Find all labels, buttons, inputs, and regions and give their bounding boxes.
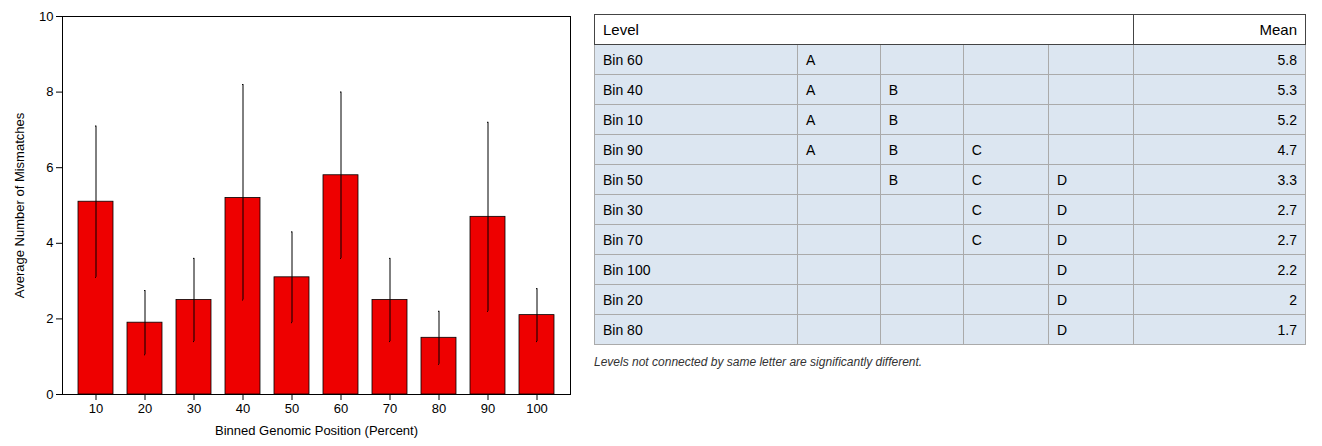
html-text:D: D	[1057, 261, 1068, 278]
html-text:C: C	[971, 201, 982, 218]
html-text:2.7: 2.7	[1277, 231, 1297, 248]
html-text:Bin 100: Bin 100	[603, 261, 651, 278]
html-text:A: A	[805, 81, 816, 98]
html-text:B: B	[888, 141, 899, 158]
html-text:C: C	[971, 231, 982, 248]
html-text:A: A	[805, 141, 816, 158]
html-text:D: D	[1057, 201, 1068, 218]
html-text:D: D	[1057, 171, 1068, 188]
html-text:Levels not connected by same l: Levels not connected by same letter are …	[594, 355, 923, 369]
svg-text:90: 90	[481, 401, 495, 416]
html-text:D: D	[1057, 291, 1068, 308]
html-text:D: D	[1057, 321, 1068, 338]
svg-text:80: 80	[432, 401, 446, 416]
html-text:Bin 70: Bin 70	[603, 231, 643, 248]
svg-text:50: 50	[285, 401, 299, 416]
svg-text:8: 8	[46, 84, 53, 99]
html-text:1.7: 1.7	[1277, 321, 1297, 338]
svg-text:20: 20	[138, 401, 152, 416]
html-text:2.2: 2.2	[1277, 261, 1297, 278]
html-text:4.7: 4.7	[1277, 141, 1297, 158]
html-text:Bin 30: Bin 30	[603, 201, 643, 218]
html-text:B: B	[888, 111, 899, 128]
svg-text:10: 10	[39, 9, 53, 24]
html-text:A: A	[805, 51, 816, 68]
html-text:Bin 90: Bin 90	[603, 141, 643, 158]
svg-text:Average Number of Mismatches: Average Number of Mismatches	[12, 112, 27, 298]
html-text:5.8: 5.8	[1277, 51, 1297, 68]
html-text:3.3: 3.3	[1277, 171, 1297, 188]
html-text:2.7: 2.7	[1277, 201, 1297, 218]
html-text:B: B	[888, 171, 899, 188]
html-text:5.2: 5.2	[1277, 111, 1297, 128]
html-text:C: C	[971, 141, 982, 158]
svg-text:60: 60	[334, 401, 348, 416]
svg-text:2: 2	[46, 311, 53, 326]
svg-text:30: 30	[187, 401, 201, 416]
html-text:Bin 20: Bin 20	[603, 291, 643, 308]
html-text:D: D	[1057, 231, 1068, 248]
html-text:Bin 40: Bin 40	[603, 81, 643, 98]
svg-text:0: 0	[46, 387, 53, 402]
html-text:B: B	[888, 81, 899, 98]
html-text:Bin 60: Bin 60	[603, 51, 643, 68]
html-text:Bin 10: Bin 10	[603, 111, 643, 128]
svg-text:100: 100	[526, 401, 548, 416]
html-text:5.3: 5.3	[1277, 81, 1297, 98]
svg-text:Binned Genomic Position (Perce: Binned Genomic Position (Percent)	[215, 423, 418, 438]
svg-text:4: 4	[46, 235, 53, 250]
html-text:Bin 80: Bin 80	[603, 321, 643, 338]
html-text:Mean: Mean	[1259, 21, 1297, 38]
html-text:A: A	[805, 111, 816, 128]
html-text:Level: Level	[603, 21, 639, 38]
html-text:C: C	[971, 171, 982, 188]
svg-text:10: 10	[89, 401, 103, 416]
svg-text:70: 70	[383, 401, 397, 416]
html-text:2: 2	[1289, 291, 1297, 308]
html-text:Bin 50: Bin 50	[603, 171, 643, 188]
svg-text:6: 6	[46, 160, 53, 175]
svg-text:40: 40	[236, 401, 250, 416]
